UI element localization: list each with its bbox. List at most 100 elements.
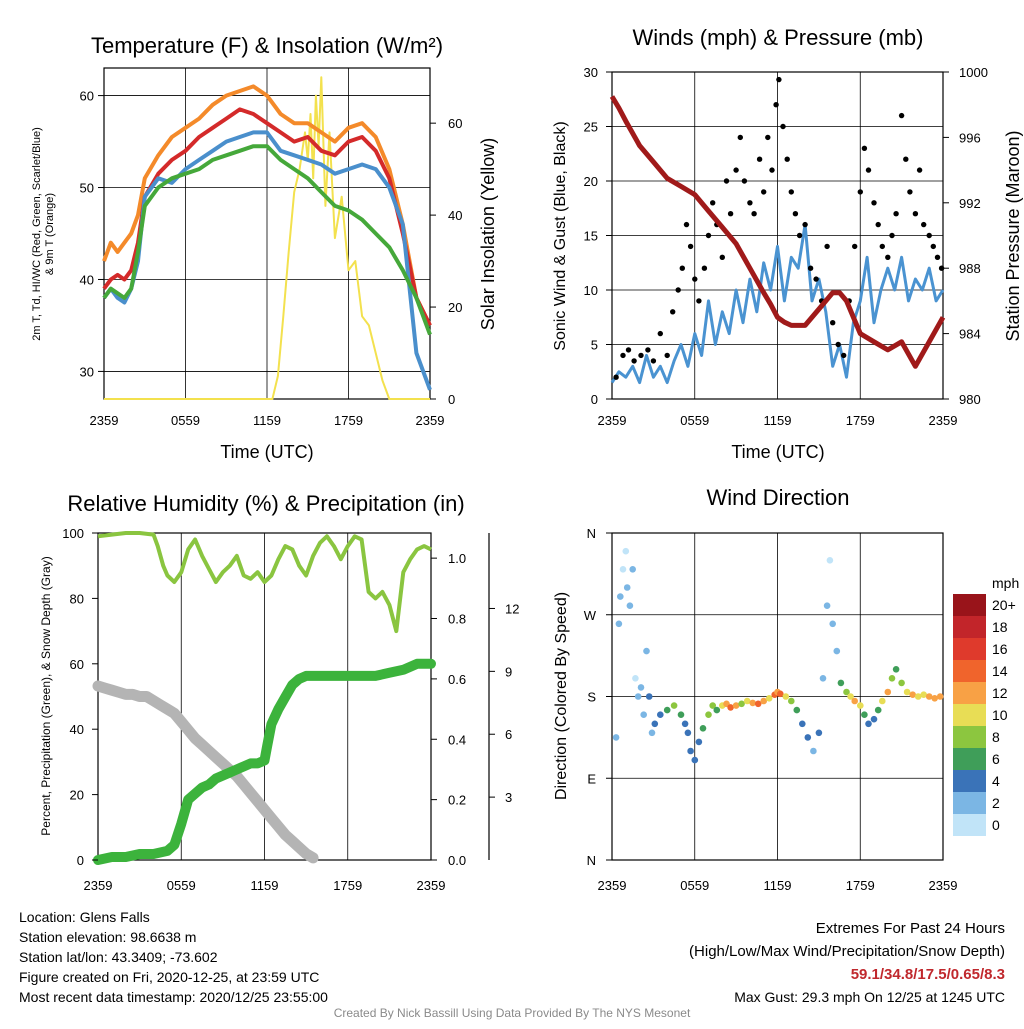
gust-point xyxy=(889,232,895,239)
direction-point xyxy=(632,675,639,682)
gust-point xyxy=(830,320,836,326)
temperature-title: Temperature (F) & Insolation (W/m²) xyxy=(91,33,443,58)
temperature-xtick: 1159 xyxy=(253,413,281,428)
gust-point xyxy=(885,254,891,260)
temperature-ylabel: 2m T, Td, HI/WC (Red, Green, Scarlet/Blu… xyxy=(31,127,43,341)
direction-point xyxy=(870,715,878,723)
direction-point xyxy=(709,702,716,709)
direction-ytick: N xyxy=(587,526,596,541)
gust-point xyxy=(841,352,847,359)
temperature-grid xyxy=(103,68,431,399)
humidity-ytick: 80 xyxy=(70,591,84,606)
temperature-xtick: 0559 xyxy=(171,413,200,428)
gust-point xyxy=(645,347,651,353)
precip-ytick: 0.0 xyxy=(448,853,466,868)
gust-point xyxy=(733,167,739,173)
legend-label: 12 xyxy=(992,685,1008,701)
pressure-ytick: 984 xyxy=(959,327,981,342)
gust-point xyxy=(930,243,936,250)
gust-point xyxy=(756,156,763,162)
gust-point xyxy=(898,112,905,119)
extremes-subtitle: (High/Low/Max Wind/Precipitation/Snow De… xyxy=(689,943,1005,960)
station-info: Location: Glens Falls Station elevation:… xyxy=(19,907,328,1007)
direction-point xyxy=(743,697,751,705)
temperature-panel: Temperature (F) & Insolation (W/m²) 2359… xyxy=(31,33,498,462)
direction-point xyxy=(705,711,712,718)
precip-ytick: 0.4 xyxy=(448,732,466,747)
direction-point xyxy=(925,693,933,700)
insolation-ytick: 40 xyxy=(448,208,462,223)
humidity-xtick: 0559 xyxy=(167,878,196,893)
gust-point xyxy=(865,167,872,173)
gust-point xyxy=(657,330,663,337)
gust-point xyxy=(625,347,632,353)
precip-ytick: 0.8 xyxy=(448,612,466,627)
direction-panel: Wind Direction 2359 0559 1159 1759 2359NESWN… xyxy=(553,485,1019,893)
winds-panel: Winds (mph) & Pressure (mb) 2359 0559 1159… xyxy=(552,25,1023,462)
direction-point xyxy=(749,699,756,707)
temperature-ytick: 30 xyxy=(80,364,94,379)
humidity-xtick: 1159 xyxy=(251,878,279,893)
direction-point xyxy=(823,602,831,609)
direction-point xyxy=(738,700,745,708)
gust-point xyxy=(861,145,868,151)
direction-point xyxy=(914,693,922,700)
gust-point xyxy=(675,287,681,293)
line-temp xyxy=(102,107,432,327)
precip-ytick: 0.6 xyxy=(448,672,466,687)
direction-point xyxy=(888,675,896,682)
direction-point xyxy=(687,747,694,755)
direction-point xyxy=(810,747,817,755)
direction-xtick: 1759 xyxy=(846,878,875,893)
gust-point xyxy=(780,123,786,130)
direction-point xyxy=(874,706,882,714)
gust-point xyxy=(921,221,927,228)
legend-swatch xyxy=(953,704,986,726)
legend-swatch xyxy=(953,616,986,638)
humidity-series xyxy=(92,531,436,865)
line-wind xyxy=(610,223,945,385)
gust-point xyxy=(802,221,808,228)
humidity-ytick: 40 xyxy=(70,722,84,737)
legend-swatch xyxy=(953,726,986,748)
gust-point xyxy=(613,374,619,380)
gust-point xyxy=(761,189,767,195)
gust-point xyxy=(727,211,734,217)
humidity-ytick: 20 xyxy=(70,788,84,803)
winds-xtick: 2359 xyxy=(598,413,627,428)
direction-point xyxy=(629,566,636,573)
precip-ytick: 1.0 xyxy=(448,551,466,566)
temperature-series xyxy=(102,76,432,400)
winds-xlabel: Time (UTC) xyxy=(731,442,824,462)
direction-ytick: W xyxy=(584,608,597,623)
direction-point xyxy=(651,720,659,728)
gust-point xyxy=(784,156,790,162)
temperature-ytick: 40 xyxy=(80,272,94,287)
direction-point xyxy=(857,702,864,709)
gust-point xyxy=(879,243,885,250)
direction-point xyxy=(788,697,795,705)
direction-point xyxy=(837,679,845,687)
winds-xtick: 1759 xyxy=(846,413,875,428)
gust-point xyxy=(696,298,702,304)
gust-point xyxy=(719,254,725,260)
line-insolation xyxy=(104,76,430,400)
legend-swatch xyxy=(953,682,986,704)
direction-point xyxy=(623,584,631,591)
direction-title: Wind Direction xyxy=(706,485,849,510)
winds-series xyxy=(609,76,946,385)
direction-point xyxy=(851,697,858,705)
pressure-ytick: 988 xyxy=(959,261,981,276)
max-gust-text: Max Gust: 29.3 mph On 12/25 at 1245 UTC xyxy=(734,989,1005,1005)
precip-ytick: 0.2 xyxy=(448,793,466,808)
pressure-ylabel: Station Pressure (Maroon) xyxy=(1003,130,1023,341)
gust-point xyxy=(893,211,899,217)
direction-ytick: N xyxy=(587,853,596,868)
temperature-ytick: 60 xyxy=(80,89,94,104)
gust-point xyxy=(705,232,712,239)
legend-swatch xyxy=(953,748,986,770)
extremes-info: Extremes For Past 24 Hours (High/Low/Max… xyxy=(689,917,1005,1009)
humidity-title: Relative Humidity (%) & Precipitation (i… xyxy=(67,491,464,516)
gust-point xyxy=(903,156,909,162)
